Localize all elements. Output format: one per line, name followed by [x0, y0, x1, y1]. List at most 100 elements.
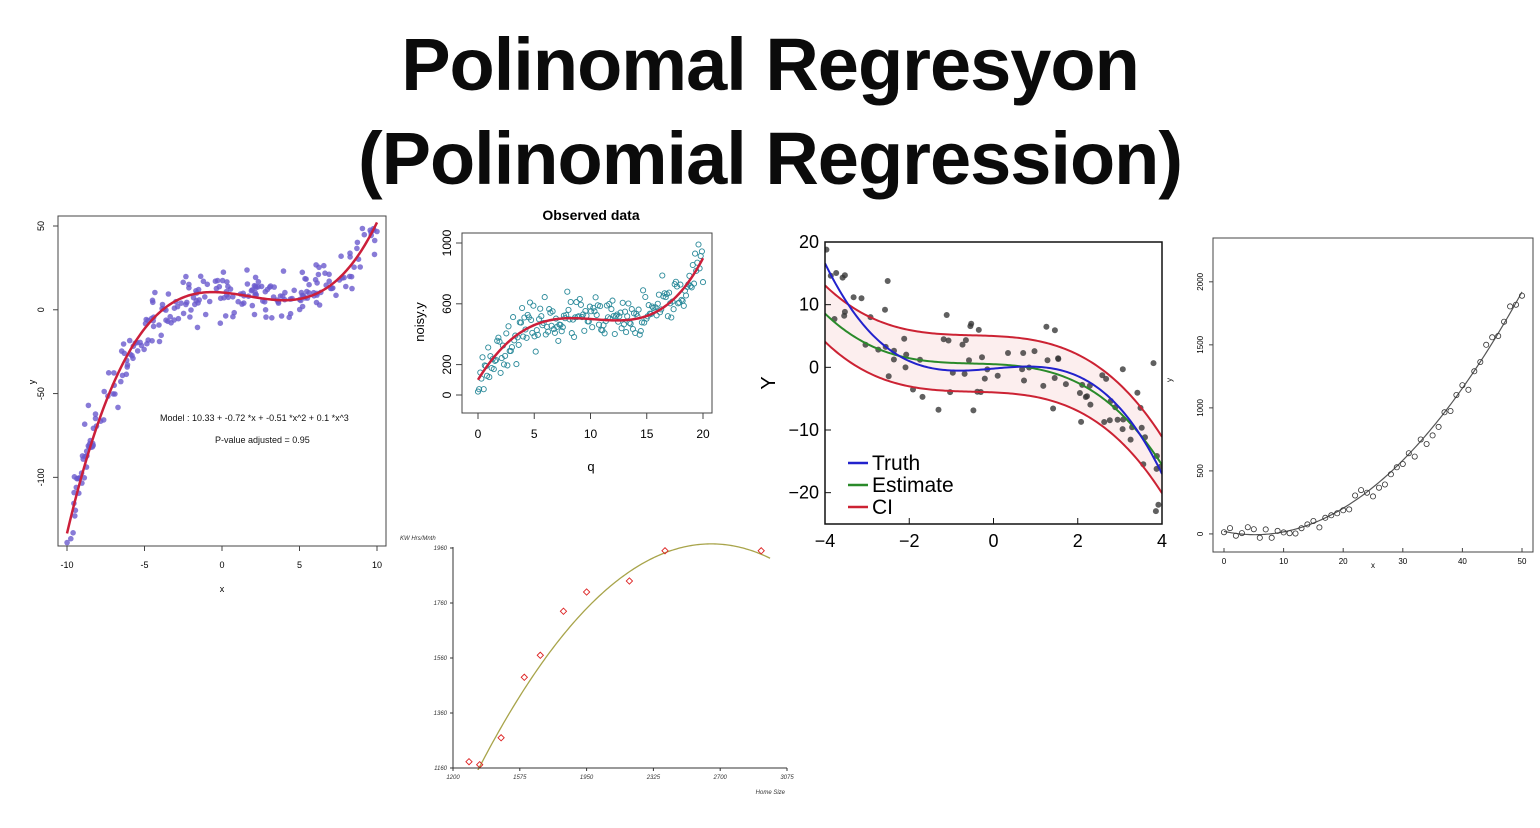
data-point	[680, 302, 687, 309]
data-point	[593, 311, 600, 319]
data-point	[315, 271, 322, 278]
y-tick-label: -50	[36, 387, 46, 400]
data-point	[625, 577, 634, 585]
x-tick-label: 30	[1398, 557, 1407, 566]
data-point	[1352, 492, 1359, 499]
page-title-line-2: (Polinomial Regression)	[357, 117, 1183, 200]
data-point	[1244, 524, 1251, 531]
data-point	[608, 306, 615, 313]
data-point	[1127, 436, 1134, 443]
data-point	[195, 286, 202, 293]
data-point	[664, 313, 671, 320]
data-point	[517, 319, 525, 326]
y-tick-label: 0	[1196, 531, 1205, 536]
data-point	[321, 262, 327, 269]
data-point	[1152, 508, 1159, 515]
data-point	[141, 346, 147, 353]
data-point	[940, 336, 947, 343]
data-point	[1507, 303, 1514, 310]
data-point	[1393, 464, 1400, 471]
data-point	[1221, 529, 1228, 536]
data-point	[262, 307, 269, 313]
data-point	[111, 370, 117, 376]
chart-1-y-label: y	[27, 379, 37, 384]
data-point	[902, 364, 909, 371]
data-point	[219, 277, 226, 284]
data-point	[690, 280, 698, 287]
data-point	[493, 356, 500, 364]
data-point	[171, 317, 177, 323]
data-point	[1411, 453, 1418, 460]
chart-5-points	[465, 547, 765, 769]
chart-1-annotation-model: Model : 10.33 + -0.72 *x + -0.51 *x^2 + …	[160, 413, 349, 423]
data-point	[500, 361, 508, 368]
chart-2-frame	[461, 232, 713, 414]
data-point	[606, 300, 613, 308]
data-point	[465, 757, 473, 766]
data-point	[943, 312, 950, 318]
data-point	[1459, 382, 1466, 389]
y-tick-label: 50	[36, 221, 46, 231]
chart-4-frame	[1212, 237, 1534, 553]
data-point	[1518, 292, 1525, 299]
data-point	[171, 305, 178, 311]
data-point	[520, 673, 529, 682]
data-point	[538, 313, 545, 320]
data-point	[68, 535, 74, 542]
data-point	[1447, 407, 1454, 414]
data-point	[1292, 530, 1299, 537]
data-point	[165, 291, 172, 297]
data-point	[159, 301, 166, 308]
data-point	[118, 378, 124, 385]
data-point	[564, 288, 571, 295]
data-point	[269, 315, 275, 321]
ci-band	[825, 285, 1162, 494]
data-point	[64, 539, 70, 546]
data-point	[882, 306, 888, 313]
data-point	[695, 241, 702, 248]
data-point	[1346, 506, 1353, 513]
data-point	[642, 293, 649, 301]
page-title-line-1: Polinomal Regresyon	[401, 23, 1140, 106]
chart-2-fit-curve	[476, 257, 705, 381]
data-point	[510, 314, 517, 321]
data-point	[698, 248, 705, 255]
data-point	[217, 295, 224, 302]
y-tick-label: 200	[440, 354, 454, 374]
chart-2-y-label: noisy.y	[412, 302, 427, 342]
data-point	[349, 285, 355, 292]
x-tick-label: 2	[1073, 531, 1083, 551]
data-point	[225, 294, 231, 301]
data-point	[901, 335, 908, 342]
data-point	[919, 393, 926, 400]
data-point	[1232, 532, 1239, 539]
data-point	[286, 314, 293, 321]
x-tick-label: 4	[1157, 531, 1167, 551]
data-point	[1310, 517, 1317, 524]
legend-estimate-label: Estimate	[872, 474, 954, 497]
y-tick-label: 1160	[434, 766, 448, 772]
data-point	[1050, 405, 1057, 412]
y-tick-label: 20	[799, 232, 819, 252]
x-tick-label: 10	[584, 427, 598, 441]
chart-4-fit-curve	[1223, 291, 1523, 536]
data-point	[1155, 501, 1162, 508]
data-point	[617, 309, 624, 316]
chart-2-title: Observed data	[542, 207, 639, 223]
data-point	[251, 282, 258, 289]
data-point	[534, 331, 541, 338]
data-point	[134, 348, 141, 354]
data-point	[1134, 389, 1141, 396]
data-point	[1051, 375, 1058, 381]
data-point	[1423, 440, 1430, 447]
data-point	[619, 299, 626, 306]
data-point	[1021, 377, 1027, 384]
data-point	[1471, 368, 1478, 375]
data-point	[476, 386, 483, 393]
x-tick-label: 0	[219, 560, 224, 570]
data-point	[1051, 327, 1058, 334]
data-point	[231, 309, 237, 316]
x-tick-label: 0	[988, 531, 998, 551]
data-point	[149, 297, 156, 304]
